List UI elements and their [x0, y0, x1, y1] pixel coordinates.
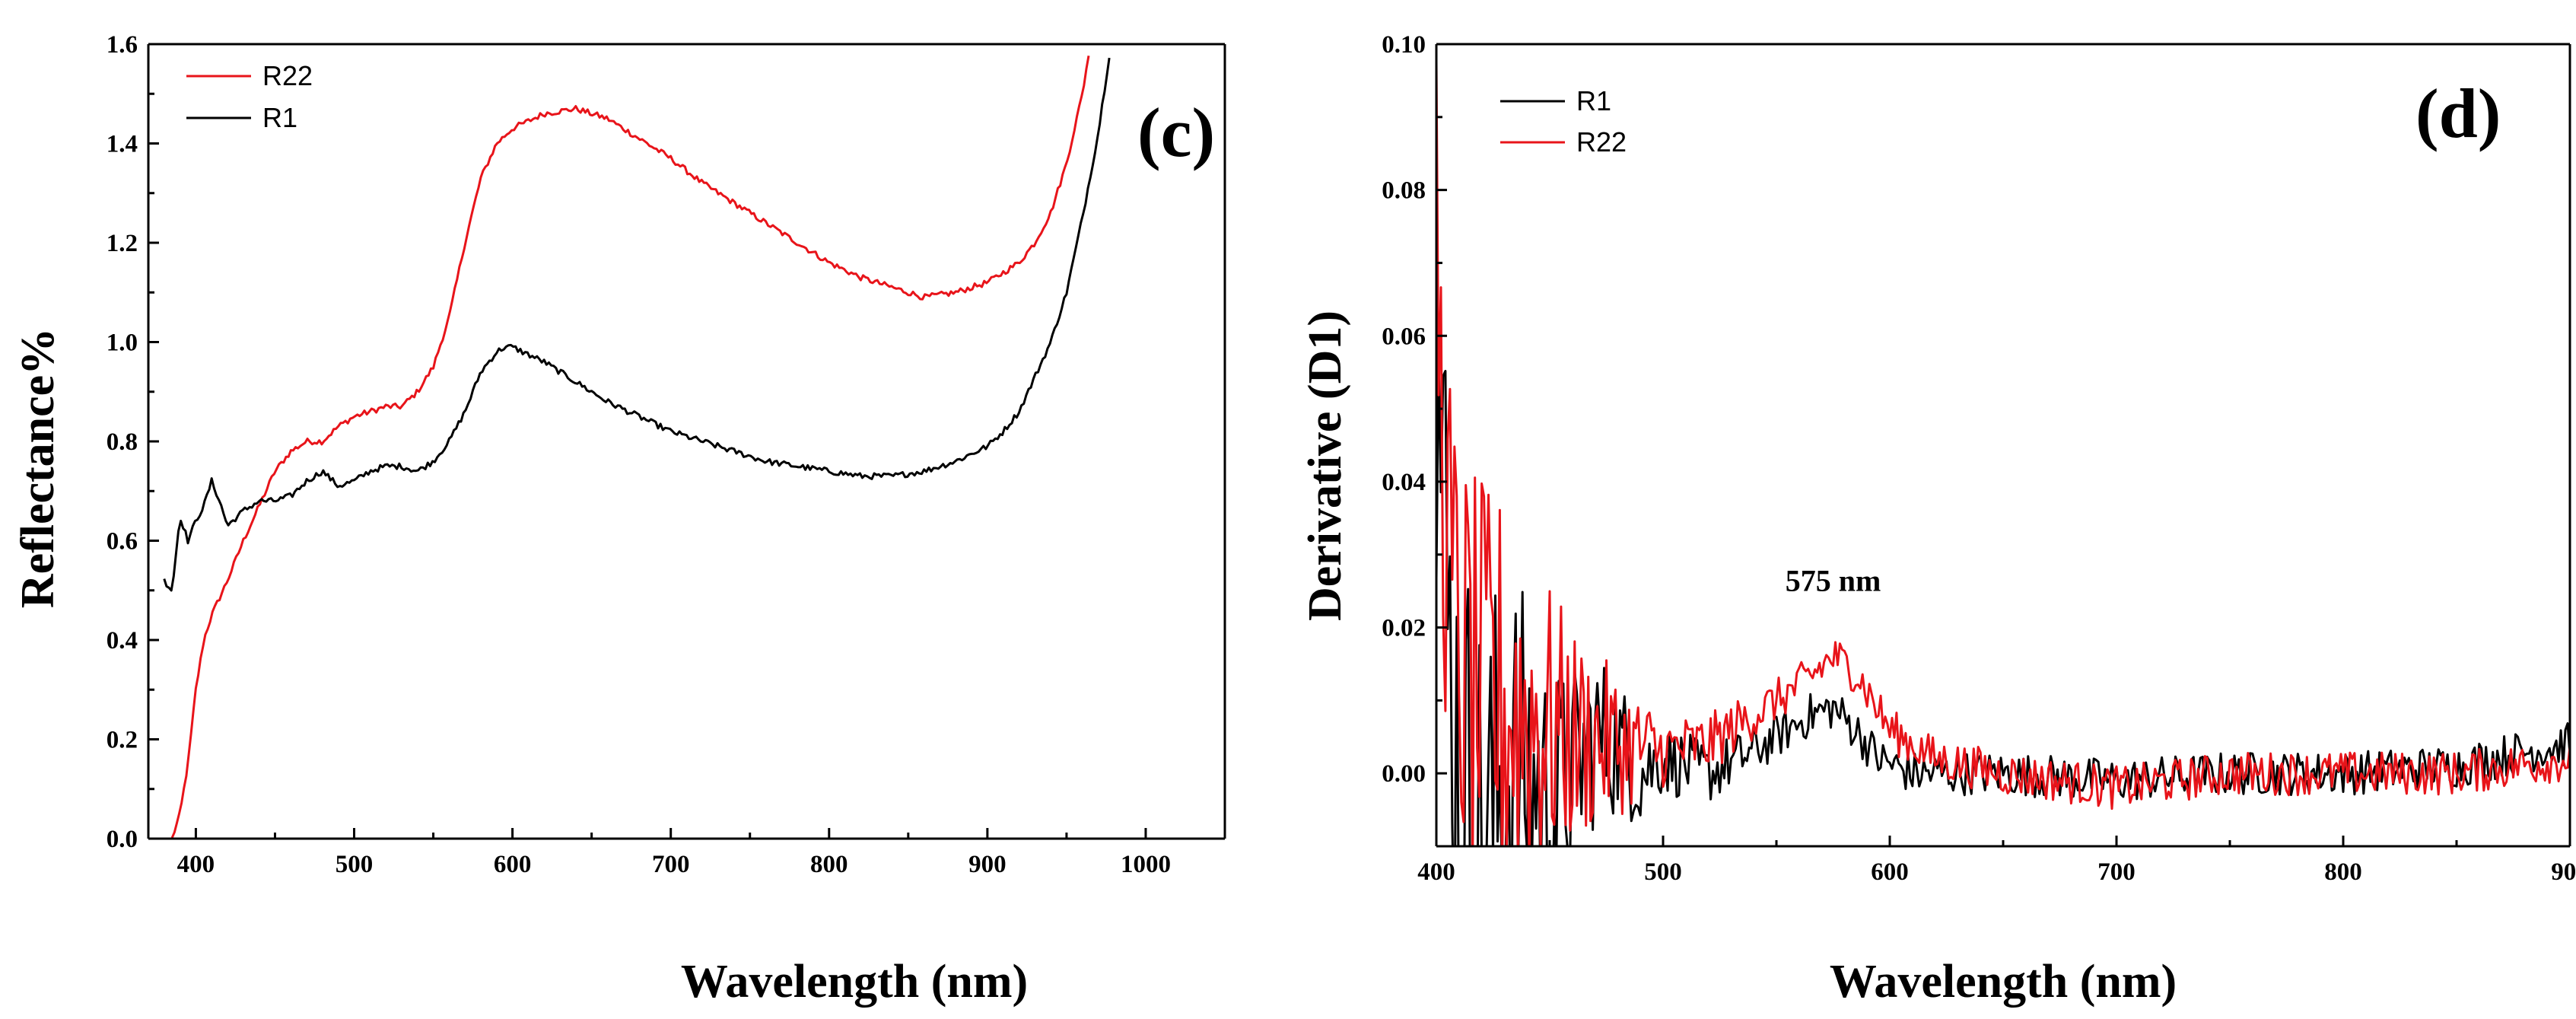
panel-c-y-tick-label: 0.0 — [107, 826, 138, 853]
panel-c-y-tick-label: 1.0 — [107, 330, 138, 357]
panel-d-y-tick-label: 0.08 — [1382, 177, 1426, 205]
panel-c-axes: 400 500 600 700 800 900 1000 0.0 0.2 0.4 0.6 0.8 1.0… — [107, 31, 1226, 878]
panel-c-series-group — [163, 55, 1111, 839]
panel-d-x-tick-label: 900 — [2551, 858, 2576, 886]
panel-c-plot-area — [163, 55, 1111, 839]
panel-c-y-tick-label: 1.2 — [107, 230, 138, 257]
panel-c-y-axis-title: Reflectance% — [12, 328, 64, 608]
panel-d-x-tick-label: 700 — [2097, 858, 2136, 886]
panel-c-legend-label-r22: R22 — [262, 60, 313, 91]
panel-c-legend: R22 R1 — [186, 60, 313, 133]
panel-c-x-tick-label: 1000 — [1121, 851, 1171, 878]
panel-d-series-group — [1436, 62, 2570, 846]
panel-d-x-tick-label: 600 — [1871, 858, 1909, 886]
panel-c-y-tick-label: 0.4 — [107, 627, 138, 654]
panel-c-legend-label-r1: R1 — [262, 102, 297, 133]
panel-d-y-tick-label: 0.00 — [1382, 760, 1426, 788]
panel-d-legend: R1 R22 — [1500, 85, 1627, 158]
panel-d-y-tick-label: 0.10 — [1382, 31, 1426, 59]
panel-d-x-tick-label: 800 — [2324, 858, 2362, 886]
panel-c-x-tick-label: 400 — [177, 851, 215, 878]
panel-c-label: (c) — [1137, 94, 1215, 171]
panel-d-legend-label-r1: R1 — [1576, 85, 1611, 116]
panel-c-x-axis-title: Wavelength (nm) — [681, 956, 1028, 1008]
panel-d-annotation-575nm: 575 nm — [1786, 564, 1881, 598]
panel-c-series-r1 — [163, 57, 1111, 592]
panel-d-y-tick-label: 0.04 — [1382, 469, 1426, 496]
panel-d-plot-area — [1436, 62, 2570, 846]
panel-c-y-tick-label: 0.2 — [107, 727, 138, 754]
panel-c-x-tick-label: 600 — [494, 851, 532, 878]
panel-c-y-tick-label: 1.6 — [107, 31, 138, 59]
panel-d-x-tick-label: 400 — [1417, 858, 1455, 886]
panel-c: 400 500 600 700 800 900 1000 0.0 0.2 0.4 0.6 0.8 1.0… — [12, 31, 1226, 1008]
panel-d: 400 500 600 700 800 900 0.00 0.02 0.04 0.06 0.08 0.… — [1299, 31, 2576, 1008]
panel-c-series-r22 — [170, 55, 1090, 839]
panel-c-x-tick-label: 900 — [968, 851, 1007, 878]
panel-d-label: (d) — [2415, 75, 2501, 152]
panel-c-x-tick-label: 800 — [810, 851, 848, 878]
panel-d-y-axis-title: Derivative (D1) — [1299, 310, 1351, 621]
panel-d-axes: 400 500 600 700 800 900 0.00 0.02 0.04 0.06 0.08 0.… — [1382, 31, 2576, 886]
panel-c-x-tick-label: 700 — [652, 851, 690, 878]
panel-c-y-tick-label: 0.6 — [107, 528, 138, 556]
panel-d-y-tick-label: 0.02 — [1382, 615, 1426, 642]
panel-d-y-tick-label: 0.06 — [1382, 323, 1426, 350]
panel-c-y-tick-label: 0.8 — [107, 428, 138, 456]
panel-d-x-tick-label: 500 — [1644, 858, 1682, 886]
panel-c-y-tick-label: 1.4 — [107, 131, 138, 158]
panel-d-series-r22 — [1436, 62, 2570, 846]
panel-d-x-axis-title: Wavelength (nm) — [1830, 956, 2177, 1008]
panel-d-legend-label-r22: R22 — [1576, 126, 1627, 158]
panel-c-x-tick-label: 500 — [336, 851, 374, 878]
